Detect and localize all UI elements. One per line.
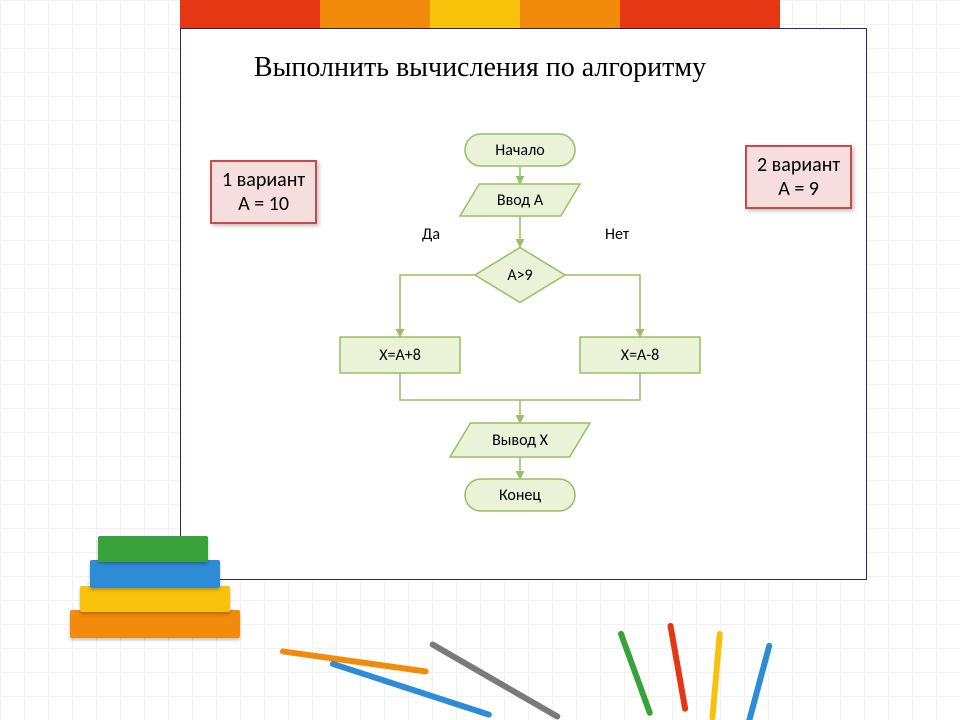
top-stripe <box>520 0 620 28</box>
flow-edge-label: Да <box>422 225 440 244</box>
flow-node-right: X=A-8 <box>580 337 700 373</box>
top-stripe <box>320 0 430 28</box>
svg-text:A>9: A>9 <box>507 266 532 285</box>
flow-node-start: Начало <box>465 134 575 166</box>
variant-2: 2 вариантA = 9 <box>745 145 852 209</box>
book-icon <box>98 536 208 562</box>
svg-text:Конец: Конец <box>499 486 541 505</box>
flow-edge <box>400 373 520 400</box>
slide-title: Выполнить вычисления по алгоритму <box>0 52 960 84</box>
variant-line2: A = 10 <box>222 192 305 216</box>
flowchart: Да Нет Начало Ввод А A>9 X=A+8 X=A-8 Вывод Х Кон… <box>330 120 710 550</box>
svg-text:X=A+8: X=A+8 <box>379 346 421 365</box>
flow-node-cond: A>9 <box>475 248 565 303</box>
book-icon <box>70 610 240 638</box>
flow-edge <box>565 275 640 337</box>
flow-node-input: Ввод А <box>460 184 580 216</box>
flow-edge-label: Нет <box>605 225 630 244</box>
flow-edge <box>400 275 475 337</box>
variant-line1: 1 вариант <box>222 168 305 192</box>
slide-stage: Выполнить вычисления по алгоритму 1 вари… <box>0 0 960 720</box>
book-icon <box>80 586 230 612</box>
flow-node-left: X=A+8 <box>340 337 460 373</box>
top-stripe <box>180 0 320 28</box>
flow-edge <box>520 373 640 400</box>
flow-node-end: Конец <box>465 479 575 511</box>
flow-node-output: Вывод Х <box>450 423 590 457</box>
variant-line2: A = 9 <box>757 177 840 201</box>
svg-text:Ввод А: Ввод А <box>497 191 544 210</box>
variant-line1: 2 вариант <box>757 153 840 177</box>
svg-text:X=A-8: X=A-8 <box>621 346 659 365</box>
variant-1: 1 вариантA = 10 <box>210 160 317 224</box>
top-stripe <box>430 0 520 28</box>
book-icon <box>90 560 220 588</box>
top-stripe <box>620 0 780 28</box>
svg-text:Начало: Начало <box>495 141 544 160</box>
svg-text:Вывод Х: Вывод Х <box>492 431 549 450</box>
